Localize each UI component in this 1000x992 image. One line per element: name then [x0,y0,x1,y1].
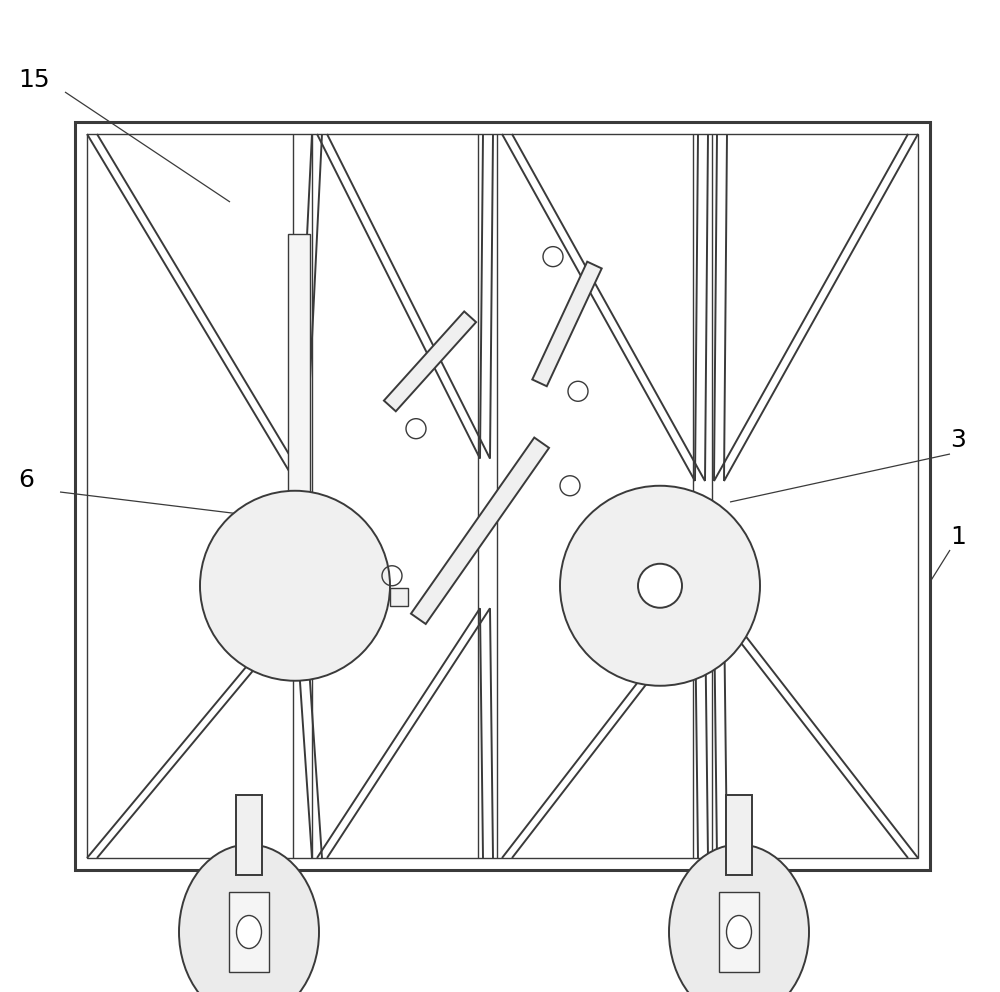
Bar [236,795,262,875]
Polygon shape [411,437,549,624]
Ellipse shape [726,916,752,948]
Circle shape [638,563,682,608]
Text: 15: 15 [18,68,50,92]
Circle shape [200,491,390,681]
Text: 3: 3 [950,428,966,452]
Ellipse shape [179,844,319,992]
Bar [719,892,759,972]
Bar [229,892,269,972]
Text: 6: 6 [18,468,34,492]
Bar [75,122,930,870]
Polygon shape [532,262,602,386]
Bar [390,587,408,606]
Text: 1: 1 [950,525,966,549]
Bar [288,234,310,608]
Ellipse shape [237,916,262,948]
Circle shape [560,486,760,685]
Bar [87,134,918,858]
Polygon shape [384,311,476,412]
Bar [726,795,752,875]
Ellipse shape [669,844,809,992]
